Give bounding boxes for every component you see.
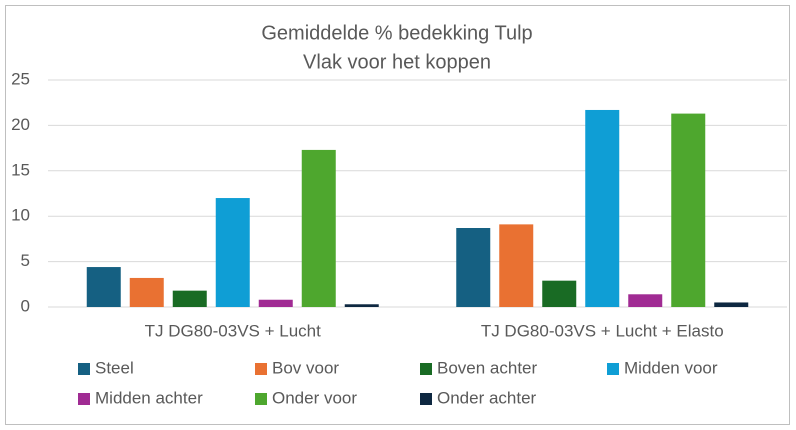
bar — [456, 228, 491, 307]
y-tick-label: 10 — [11, 206, 30, 225]
legend-label: Midden voor — [624, 358, 718, 377]
bar — [714, 302, 749, 307]
bar — [129, 277, 164, 307]
legend-label: Steel — [95, 358, 134, 377]
x-tick-label: TJ DG80-03VS + Lucht — [145, 321, 322, 340]
bar — [215, 198, 250, 307]
legend-swatch — [78, 363, 90, 375]
legend-swatch — [255, 363, 267, 375]
y-tick-label: 5 — [21, 251, 30, 270]
legend-label: Onder achter — [437, 388, 537, 407]
bar — [628, 294, 663, 307]
legend-swatch — [420, 393, 432, 405]
bar — [671, 113, 706, 307]
bar — [172, 290, 207, 307]
bar — [258, 299, 293, 307]
y-tick-label: 15 — [11, 160, 30, 179]
legend-label: Midden achter — [95, 388, 203, 407]
y-tick-label: 25 — [11, 69, 30, 88]
legend-swatch — [255, 393, 267, 405]
y-tick-label: 20 — [11, 115, 30, 134]
legend-label: Bov voor — [272, 358, 339, 377]
bar — [301, 149, 336, 307]
legend-swatch — [78, 393, 90, 405]
bar — [86, 267, 121, 307]
chart-subtitle: Vlak voor het koppen — [303, 51, 491, 73]
legend-swatch — [420, 363, 432, 375]
y-tick-label: 0 — [21, 296, 30, 315]
legend-label: Onder voor — [272, 388, 357, 407]
bar — [542, 280, 577, 307]
bar — [499, 224, 534, 307]
bar — [585, 109, 620, 308]
chart-border — [5, 5, 790, 425]
legend-label: Boven achter — [437, 358, 538, 377]
x-tick-label: TJ DG80-03VS + Lucht + Elasto — [481, 321, 724, 340]
chart-title: Gemiddelde % bedekking Tulp — [261, 22, 532, 44]
legend-swatch — [607, 363, 619, 375]
bar — [344, 304, 379, 307]
